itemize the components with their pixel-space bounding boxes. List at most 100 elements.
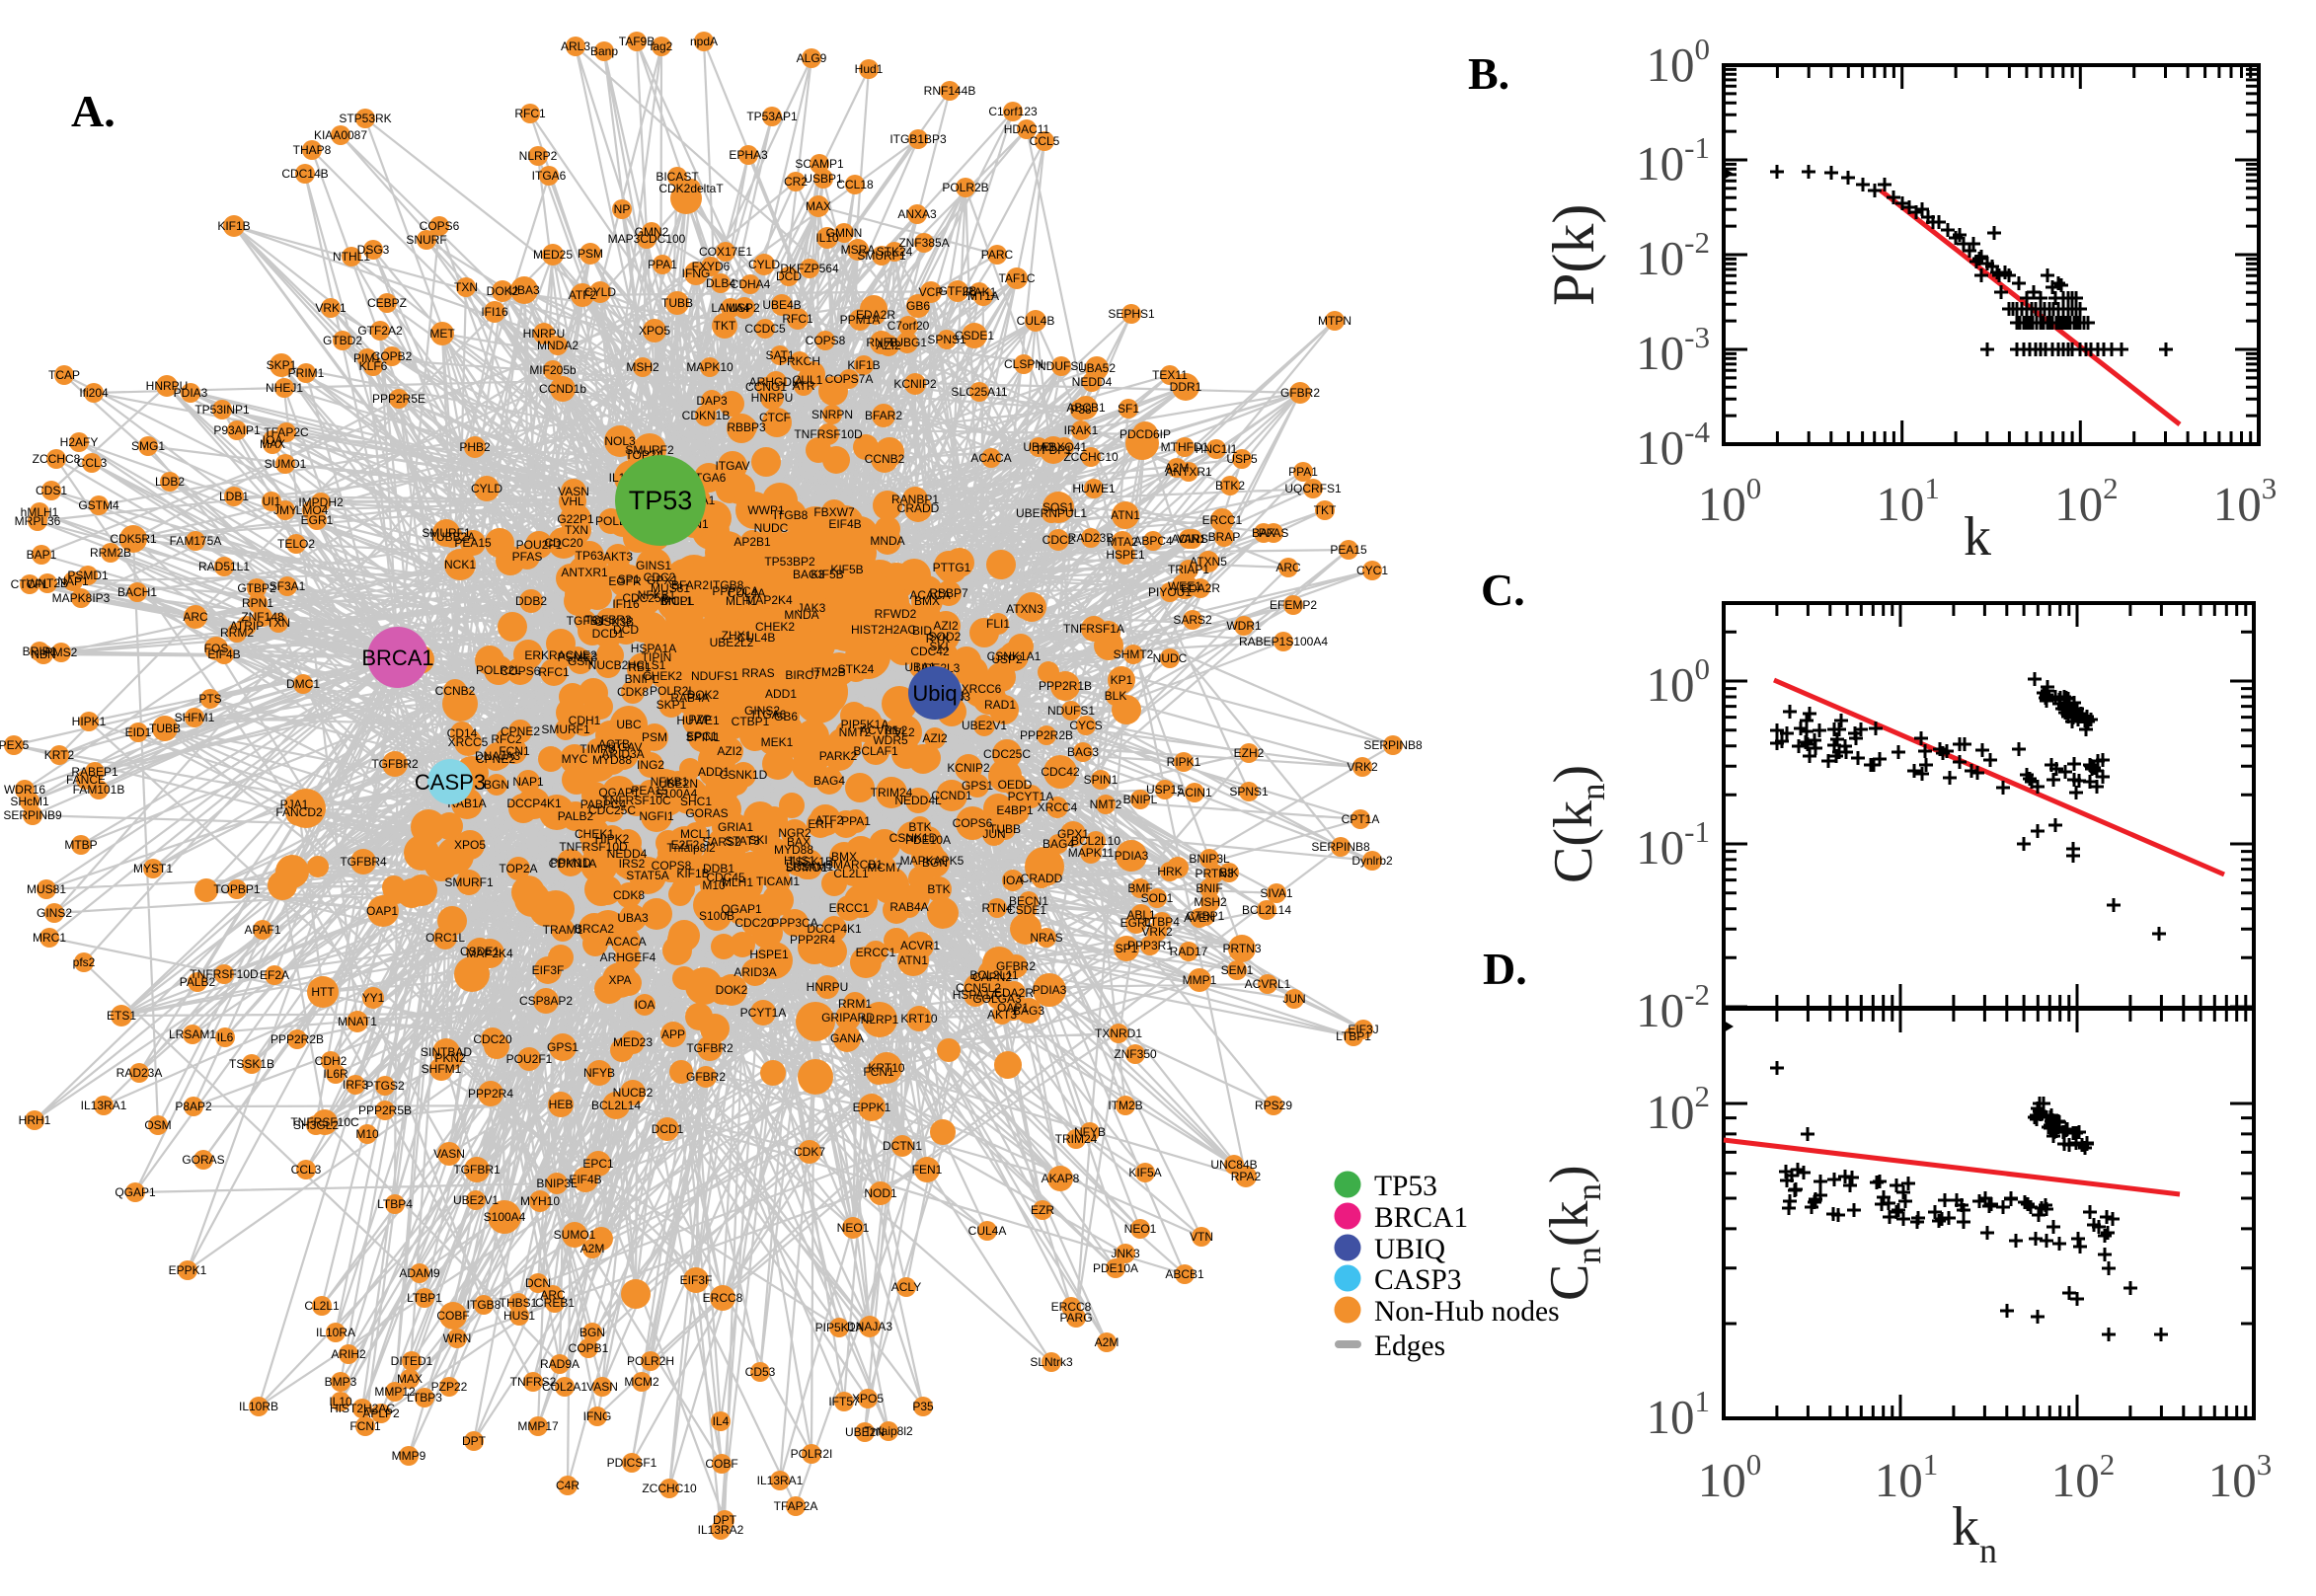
svg-text:ARIH2: ARIH2 [331, 1347, 366, 1361]
svg-text:PSMD1: PSMD1 [67, 569, 109, 582]
svg-text:Hud1: Hud1 [855, 62, 884, 76]
svg-text:HRH1: HRH1 [19, 1113, 51, 1127]
svg-text:PEA15: PEA15 [454, 536, 492, 550]
svg-text:SPNS1: SPNS1 [1229, 785, 1269, 798]
svg-text:BCL2L10: BCL2L10 [1071, 834, 1120, 848]
svg-text:NLRP1: NLRP1 [861, 1013, 899, 1026]
svg-text:PCYT1A: PCYT1A [740, 1006, 787, 1020]
svg-text:IOA: IOA [263, 433, 283, 447]
svg-text:GFBR2: GFBR2 [1280, 386, 1320, 400]
svg-text:IFI16: IFI16 [612, 597, 640, 611]
svg-text:MUS81: MUS81 [651, 581, 690, 595]
svg-text:CSP8AP2: CSP8AP2 [519, 994, 573, 1008]
svg-text:A2M: A2M [580, 1242, 605, 1255]
svg-text:ACLY: ACLY [891, 1280, 921, 1294]
svg-text:CPT1A: CPT1A [1342, 812, 1380, 826]
svg-text:COPS6: COPS6 [953, 816, 993, 830]
svg-text:KIF1B: KIF1B [217, 219, 250, 233]
svg-text:SNURF: SNURF [406, 233, 446, 247]
svg-text:TUBB: TUBB [149, 722, 181, 735]
svg-text:CHEK2: CHEK2 [643, 669, 682, 683]
svg-text:WDR5: WDR5 [873, 733, 908, 747]
svg-text:CAPN2: CAPN2 [972, 970, 1012, 984]
svg-text:QGAP1: QGAP1 [115, 1185, 156, 1199]
svg-text:ITGB8: ITGB8 [710, 578, 744, 592]
svg-text:LAMA4: LAMA4 [711, 301, 750, 315]
svg-text:HUS1: HUS1 [784, 854, 815, 868]
svg-text:FOS: FOS [204, 642, 229, 655]
svg-text:RABEP1: RABEP1 [71, 765, 118, 779]
svg-text:ARID3A: ARID3A [733, 965, 776, 979]
svg-text:CDK8: CDK8 [613, 888, 645, 902]
svg-text:PTTG1: PTTG1 [933, 561, 971, 574]
svg-text:COL2A1: COL2A1 [542, 1380, 587, 1394]
svg-text:BAG4: BAG4 [1042, 837, 1074, 851]
svg-text:CD14: CD14 [447, 726, 478, 740]
svg-text:PALB2: PALB2 [180, 975, 216, 989]
svg-text:MAP2K4: MAP2K4 [466, 947, 513, 960]
svg-text:SARS2: SARS2 [1173, 613, 1212, 627]
svg-text:UQCRFS1: UQCRFS1 [1284, 482, 1342, 495]
svg-text:ADD1: ADD1 [698, 765, 730, 779]
svg-text:BTK: BTK [927, 882, 950, 896]
svg-text:SLNtrk3: SLNtrk3 [1030, 1355, 1073, 1369]
svg-text:IMPDH2: IMPDH2 [298, 495, 344, 509]
svg-text:ZNF350: ZNF350 [1114, 1047, 1157, 1061]
svg-text:IL10: IL10 [329, 1395, 352, 1408]
svg-text:SHC1: SHC1 [680, 795, 712, 808]
svg-text:MT1A: MT1A [967, 289, 999, 303]
svg-text:TELO2: TELO2 [277, 537, 315, 551]
svg-text:HSPA1A: HSPA1A [953, 988, 998, 1002]
svg-text:AZI2: AZI2 [876, 339, 901, 352]
svg-text:SINTBAD: SINTBAD [421, 1045, 472, 1059]
svg-text:NFYB: NFYB [583, 1066, 615, 1080]
svg-text:PJA1: PJA1 [280, 798, 309, 811]
svg-text:Dynlrb2: Dynlrb2 [1351, 854, 1393, 868]
svg-text:MAX: MAX [260, 437, 285, 451]
svg-text:BAP1: BAP1 [27, 548, 57, 562]
svg-text:CDC2: CDC2 [1042, 533, 1075, 547]
svg-text:UBA52: UBA52 [1078, 361, 1116, 375]
svg-text:PPP2R2B: PPP2R2B [1020, 728, 1073, 742]
svg-text:CCN5L2: CCN5L2 [956, 981, 1001, 995]
svg-text:NAP1: NAP1 [57, 574, 89, 588]
svg-text:MLH1: MLH1 [722, 875, 753, 889]
svg-text:CDS1: CDS1 [36, 484, 67, 497]
svg-text:EFEMP2: EFEMP2 [1270, 598, 1317, 612]
svg-text:MYH10: MYH10 [520, 1194, 560, 1208]
svg-text:ABCB1: ABCB1 [1165, 1267, 1204, 1281]
svg-text:ZHX1: ZHX1 [722, 629, 752, 643]
svg-text:TIMP3: TIMP3 [579, 742, 615, 756]
svg-text:FBXW7: FBXW7 [813, 505, 855, 519]
svg-text:APLP2: APLP2 [362, 1406, 400, 1420]
svg-text:ITGA6: ITGA6 [532, 169, 567, 183]
svg-text:SKP1: SKP1 [656, 698, 687, 712]
svg-text:SEPHS1: SEPHS1 [1108, 307, 1155, 321]
svg-text:HCLS1: HCLS1 [628, 658, 666, 672]
svg-text:EZR: EZR [1031, 1203, 1054, 1217]
svg-text:DCD1: DCD1 [652, 1122, 684, 1136]
svg-text:CCND1b: CCND1b [539, 382, 586, 396]
svg-text:SUMO1: SUMO1 [554, 1228, 596, 1242]
svg-text:MCM7: MCM7 [867, 861, 902, 874]
svg-text:CCND1: CCND1 [931, 789, 972, 802]
svg-text:CDKN1B: CDKN1B [682, 409, 731, 422]
svg-text:ITM2B: ITM2B [1108, 1099, 1142, 1112]
svg-text:XPO5: XPO5 [454, 838, 486, 852]
svg-text:BGN: BGN [579, 1326, 605, 1339]
svg-text:UNC84B: UNC84B [1210, 1158, 1257, 1172]
svg-text:NEDD4: NEDD4 [1072, 375, 1113, 389]
svg-text:CCDC5: CCDC5 [744, 322, 786, 336]
svg-text:VARS: VARS [1177, 532, 1208, 546]
svg-text:TP53BP2: TP53BP2 [764, 555, 815, 569]
svg-text:RIPK1: RIPK1 [1167, 755, 1201, 769]
svg-text:NUDC: NUDC [1153, 651, 1188, 665]
svg-text:Non-Hub nodes: Non-Hub nodes [1374, 1296, 1560, 1328]
svg-text:TXNRD1: TXNRD1 [1095, 1026, 1142, 1040]
svg-text:ITGB8: ITGB8 [467, 1298, 502, 1312]
svg-text:LRSAM1: LRSAM1 [169, 1027, 216, 1041]
svg-text:MMP12: MMP12 [374, 1385, 416, 1399]
svg-text:PPA1: PPA1 [648, 258, 677, 271]
svg-text:EZH2: EZH2 [1234, 746, 1265, 760]
svg-text:UBA3: UBA3 [617, 911, 649, 925]
